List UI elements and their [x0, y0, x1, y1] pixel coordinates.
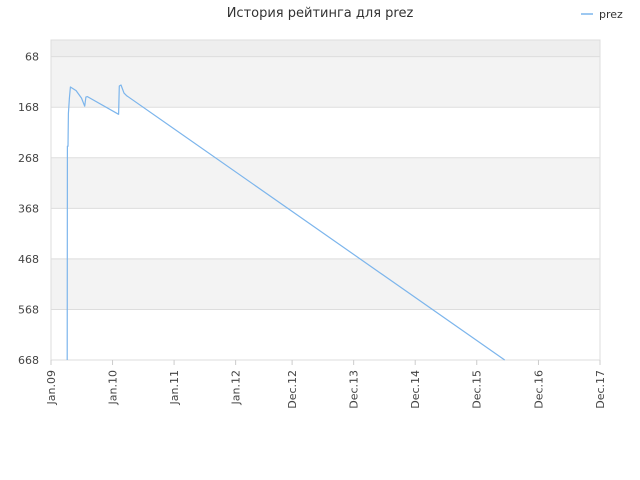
- y-tick-label: 568: [18, 303, 39, 316]
- legend-label-prez: prez: [599, 8, 623, 21]
- plot-band: [51, 40, 600, 57]
- plot-bands: [51, 40, 600, 360]
- x-tick-label: Dec.17: [594, 370, 607, 409]
- legend[interactable]: prez: [581, 8, 623, 21]
- x-tick-label: Dec.16: [532, 370, 545, 409]
- series-line-prez[interactable]: [66, 84, 506, 361]
- y-tick-label: 68: [25, 51, 39, 64]
- plot-band: [51, 309, 600, 360]
- plot-band: [51, 107, 600, 158]
- chart-title: История рейтинга для prez: [227, 6, 414, 21]
- x-tick-label: Dec.14: [409, 370, 422, 409]
- x-tick-label: Jan.11: [168, 370, 181, 405]
- y-tick-label: 168: [18, 101, 39, 114]
- plot-band: [51, 157, 600, 209]
- plot-frame: [50, 39, 601, 361]
- x-tick-label: Jan.10: [107, 370, 120, 405]
- y-axis-ticks: 68 168 268 368 468 568 668: [18, 51, 39, 367]
- x-tick-label: Dec.13: [348, 370, 361, 409]
- plot-band: [51, 208, 600, 259]
- x-tick-label: Dec.15: [471, 370, 484, 409]
- y-tick-label: 468: [18, 253, 39, 266]
- y-tick-label: 268: [18, 152, 39, 165]
- plot-band: [51, 258, 600, 310]
- plot-band: [51, 56, 600, 108]
- x-tick-label: Dec.12: [286, 370, 299, 409]
- series-layer: [66, 84, 506, 361]
- y-tick-label: 668: [18, 354, 39, 367]
- x-tick-label: Jan.09: [45, 370, 58, 405]
- x-axis-ticks: Jan.09 Jan.10 Jan.11 Jan.12 Dec.12 Dec.13 Dec.…: [45, 360, 607, 409]
- y-tick-label: 368: [18, 202, 39, 215]
- x-tick-label: Jan.12: [230, 370, 243, 405]
